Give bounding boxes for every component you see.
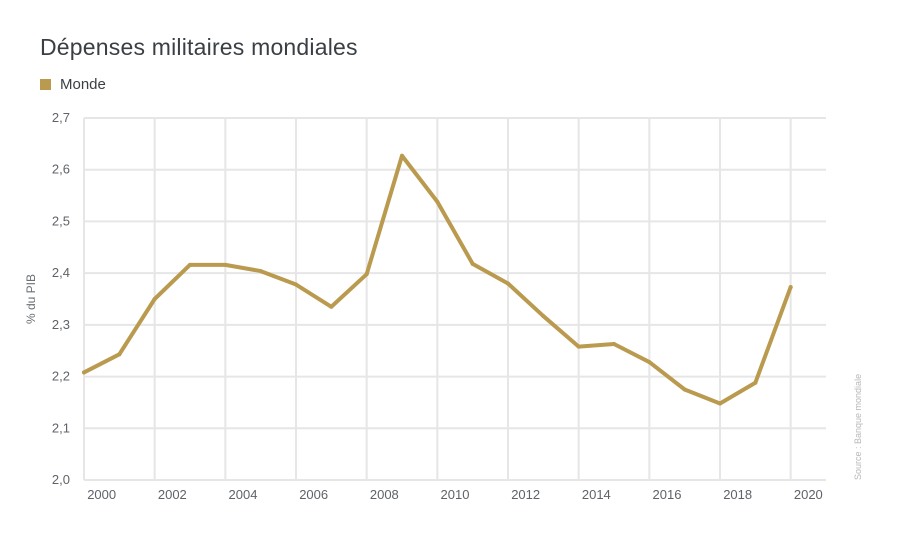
y-tick-label: 2,1 <box>52 420 70 435</box>
y-tick-label: 2,0 <box>52 472 70 487</box>
y-tick-label: 2,6 <box>52 162 70 177</box>
x-tick-label: 2016 <box>653 487 682 502</box>
y-tick-label: 2,2 <box>52 369 70 384</box>
x-tick-label: 2002 <box>158 487 187 502</box>
x-tick-label: 2000 <box>87 487 116 502</box>
x-axis-ticks: 2000 2002 2004 2006 2008 2010 2012 2014 2016 2018… <box>87 487 823 502</box>
data-point <box>647 360 652 365</box>
data-point <box>364 272 369 277</box>
data-point <box>435 199 440 204</box>
source-note: Source : Banque mondiale <box>853 374 863 480</box>
legend-swatch <box>40 79 51 90</box>
data-point <box>753 380 758 385</box>
data-point <box>506 281 510 286</box>
y-axis-ticks: 2,0 2,1 2,2 2,3 2,4 2,5 2,6 2,7 <box>52 110 70 487</box>
data-point <box>541 314 546 319</box>
y-tick-label: 2,5 <box>52 213 70 228</box>
data-point <box>188 262 192 267</box>
data-point <box>152 297 157 301</box>
data-point <box>682 387 687 392</box>
data-point <box>258 269 263 274</box>
x-tick-label: 2018 <box>723 487 752 502</box>
x-tick-label: 2008 <box>370 487 399 502</box>
data-point <box>329 304 334 309</box>
y-axis-label: % du PIB <box>24 274 38 324</box>
x-tick-label: 2004 <box>229 487 258 502</box>
x-tick-label: 2012 <box>511 487 540 502</box>
data-point <box>718 401 722 406</box>
x-tick-label: 2006 <box>299 487 328 502</box>
series-layer <box>82 153 793 406</box>
data-point <box>788 285 793 290</box>
data-point <box>117 352 122 357</box>
y-tick-label: 2,3 <box>52 317 70 332</box>
data-point <box>400 153 404 158</box>
data-point <box>294 282 298 287</box>
data-point <box>470 261 475 266</box>
x-tick-label: 2014 <box>582 487 611 502</box>
legend: Monde <box>40 76 106 93</box>
x-tick-label: 2020 <box>794 487 823 502</box>
data-point <box>576 344 581 349</box>
legend-label: Monde <box>60 76 106 93</box>
y-tick-label: 2,7 <box>52 110 70 125</box>
data-point <box>82 370 86 375</box>
data-point <box>223 262 228 267</box>
chart-title: Dépenses militaires mondiales <box>40 34 358 60</box>
x-tick-label: 2010 <box>441 487 470 502</box>
grid <box>83 117 826 481</box>
y-tick-label: 2,4 <box>52 265 70 280</box>
data-point <box>612 341 616 346</box>
